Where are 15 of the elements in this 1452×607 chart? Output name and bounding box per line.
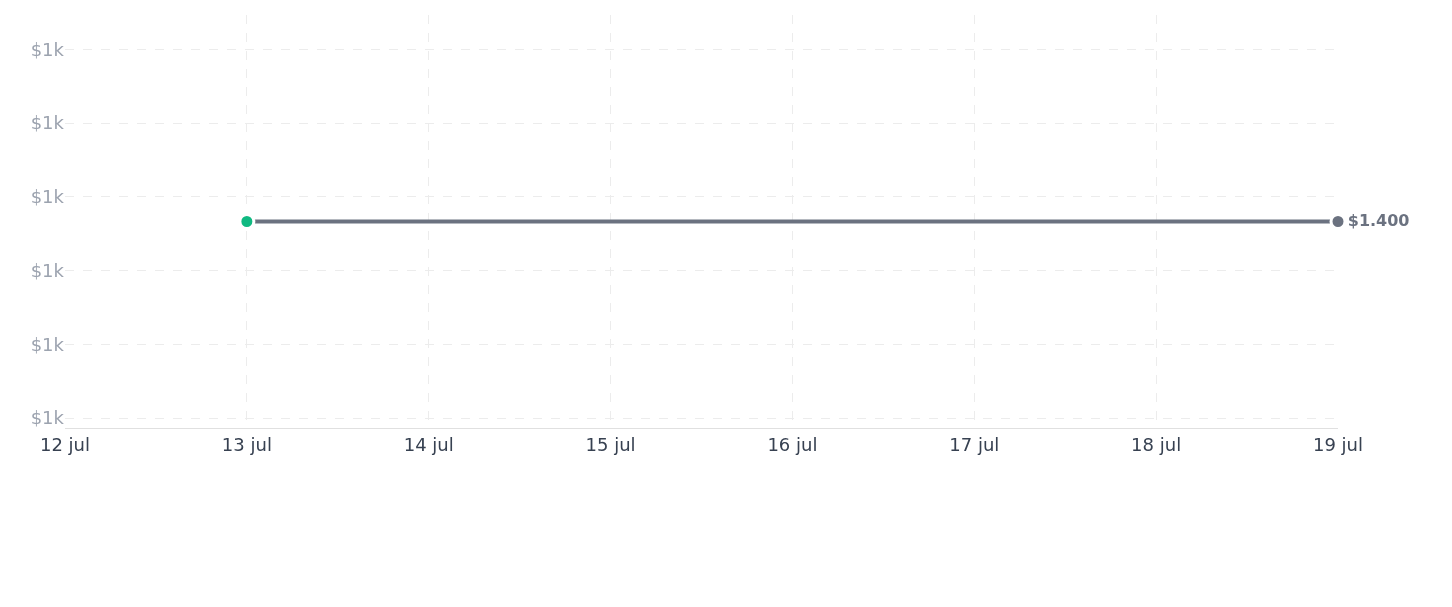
- x-tick-label: 19 jul: [1312, 433, 1364, 455]
- x-tick-label: 16 jul: [767, 433, 818, 455]
- y-tick-label: $1k: [30, 333, 65, 355]
- y-tick-label: $1k: [30, 38, 65, 60]
- y-tick-label: $1k: [30, 259, 65, 281]
- data-label: $1.400: [1347, 210, 1410, 230]
- x-tick-label: 15 jul: [585, 433, 636, 455]
- x-tick-label: 12 jul: [39, 433, 91, 455]
- x-tick-label: 14 jul: [403, 433, 454, 455]
- y-tick-label: $1k: [30, 112, 65, 134]
- x-tick-label: 18 jul: [1131, 433, 1182, 455]
- x-tick-label: 13 jul: [221, 433, 272, 455]
- y-tick-label: $1k: [30, 186, 65, 208]
- x-tick-label: 17 jul: [949, 433, 1000, 455]
- y-tick-label: $1k: [30, 407, 65, 429]
